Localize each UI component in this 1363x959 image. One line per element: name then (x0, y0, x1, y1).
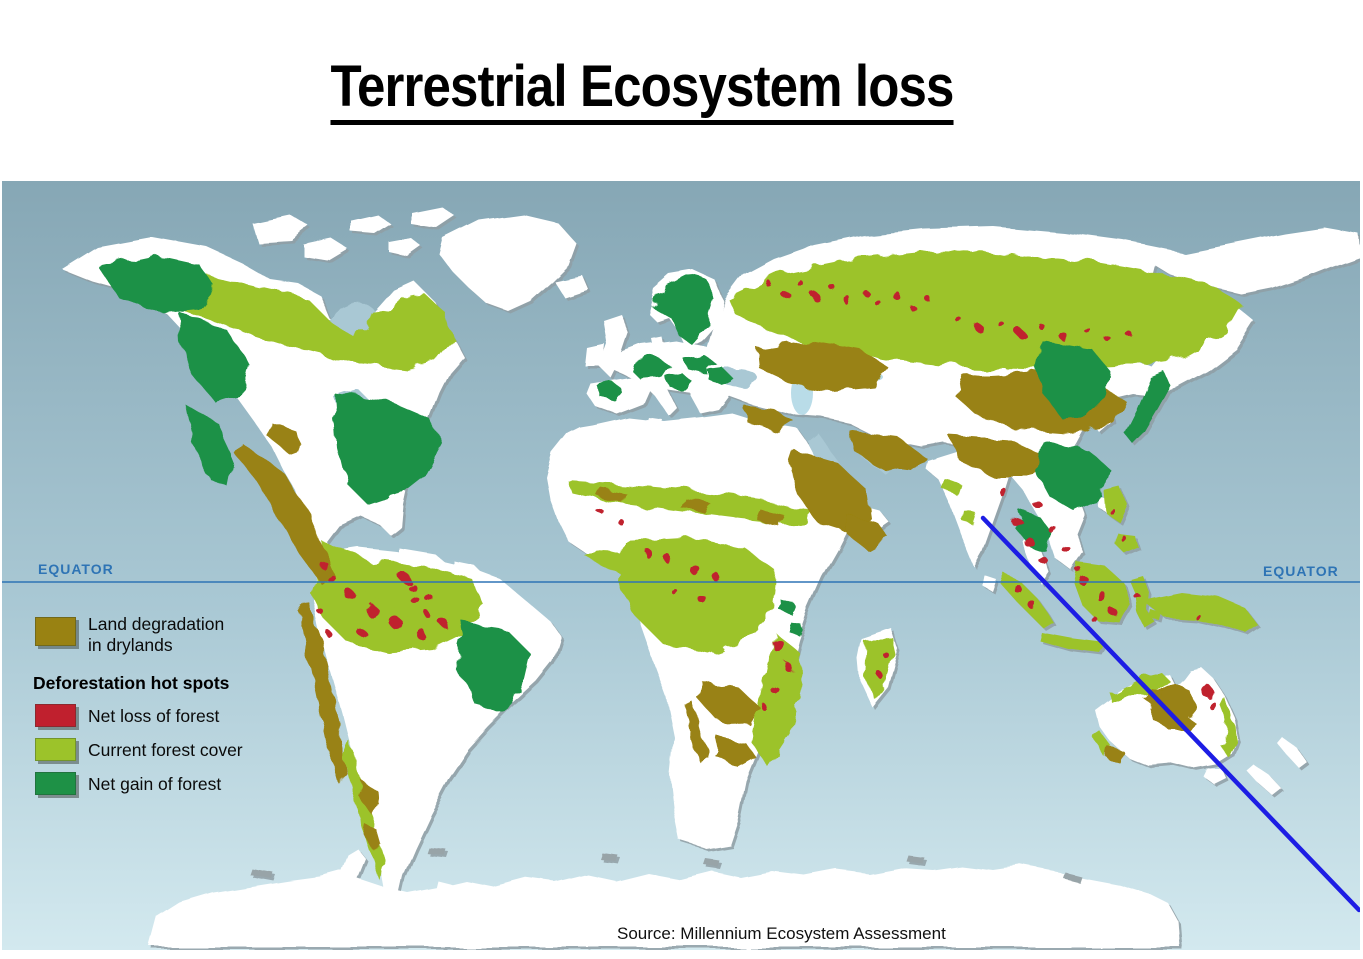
equator-label-right: EQUATOR (1263, 563, 1339, 579)
forest-cover-label: Current forest cover (88, 740, 243, 760)
page-title: Terrestrial Ecosystem loss (288, 58, 996, 125)
forest-cover-layer (130, 251, 1242, 879)
net-gain-label: Net gain of forest (88, 774, 222, 794)
annotation-line (980, 515, 1360, 913)
drylands-swatch (35, 617, 76, 646)
net-loss-swatch (35, 704, 76, 727)
legend-heading: Deforestation hot spots (33, 673, 230, 693)
drylands-layer (238, 341, 1194, 849)
world-map (2, 181, 1360, 950)
source-credit: Source: Millennium Ecosystem Assessment (617, 924, 946, 943)
drylands-label-line1: Land degradation (88, 614, 225, 634)
world-map-svg (2, 181, 1360, 950)
forest-cover-swatch (35, 738, 76, 761)
net-gain-swatch (35, 772, 76, 795)
net-loss-label: Net loss of forest (88, 706, 220, 726)
forest-loss-layer (317, 280, 1216, 710)
forest-gain-layer (98, 255, 1110, 713)
equator-label-left: EQUATOR (38, 561, 114, 577)
page-title-text: Terrestrial Ecosystem loss (330, 58, 954, 125)
drylands-label-line2: in drylands (88, 635, 173, 655)
